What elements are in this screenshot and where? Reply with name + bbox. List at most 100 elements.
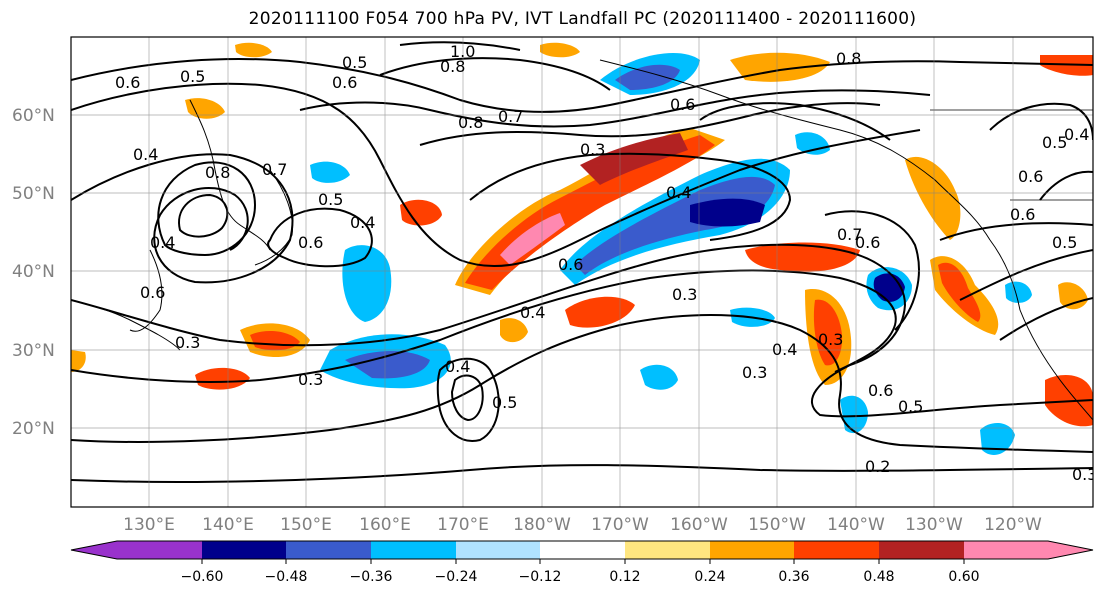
shade-orange-patch-1 [1058,282,1088,310]
lat-label-60n: 60°N [12,106,55,126]
contour-label: 0.7 [837,225,862,244]
shade-central-red-blob [400,199,442,226]
lon-label-130w: 130°W [905,515,963,535]
contour-label: 0.6 [1010,205,1035,224]
contour-label: 0.4 [1064,125,1089,144]
graticule [71,37,1093,507]
contour-line [71,314,1093,453]
contour-label: 0.3 [818,330,843,349]
contour-label: 0.7 [498,107,523,126]
coastlines [71,59,1093,421]
contour-line [71,243,1093,418]
colorbar-tick-label: 0.60 [948,569,979,585]
shade-epac-red [745,242,860,272]
coastline-japan [254,169,294,266]
contour-label: 0.3 [1072,465,1097,484]
lon-label-150e: 150°E [280,515,332,535]
shade-blue-patch-5 [640,364,678,390]
contour-line [71,58,1093,113]
contour-label: 0.4 [666,183,691,202]
contour-label: 0.5 [318,190,343,209]
shade-alaska-orange [905,156,961,240]
contour-label: 0.8 [458,113,483,132]
contour-label: 0.6 [558,255,583,274]
shade-wpac-red-south [195,367,250,390]
contour-line [71,82,921,268]
contour-line [450,374,484,422]
lon-label-160e: 160°E [359,515,411,535]
contour-line [419,102,881,146]
lon-label-120w: 120°W [984,515,1042,535]
colorbar-tick-label: 0.36 [778,569,809,585]
contour-label: 0.2 [865,457,890,476]
contour-label: 0.3 [580,140,605,159]
colorbar-ticks [201,559,965,564]
colorbar-tick-label: −0.60 [181,569,224,585]
colorbar-tick-label: 0.48 [863,569,894,585]
lon-label-130e: 130°E [123,515,175,535]
colorbar-segment [879,541,964,559]
shade-bering-blue-mid [615,64,680,90]
shade-midpac-red [565,296,635,328]
colorbar-segment [964,541,1048,559]
contour-label: 0.3 [742,363,767,382]
contour-line [71,464,1093,483]
contour-label: 0.4 [133,145,158,164]
lon-label-160w: 160°W [670,515,728,535]
contour-labels: 0.6 0.5 0.5 1.0 0.6 0.8 0.7 0.8 0.6 0.4 … [115,42,1097,484]
contour-label: 0.6 [332,73,357,92]
contour-label: 0.5 [342,53,367,72]
contour-label: 0.6 [298,233,323,252]
lon-label-170e: 170°E [437,515,489,535]
contour-label: 0.4 [772,340,797,359]
coastline-china [71,299,181,351]
shade-orange-patch-2 [500,318,528,343]
shade-blue-patch-2 [980,423,1015,455]
map-title: 2020111100 F054 700 hPa PV, IVT Landfall… [248,9,917,29]
contour-label: 0.3 [298,370,323,389]
contour-label: 0.6 [868,381,893,400]
contour-label: 0.7 [262,160,287,179]
contour-label: 0.6 [1018,167,1043,186]
shade-wpac-blue-north [342,245,392,322]
colorbar-segment [625,541,710,559]
shaded-anomaly-field [71,42,1093,455]
contour-line [989,102,1093,141]
lat-label-20n: 20°N [12,419,55,439]
colorbar-segment [202,541,286,559]
shade-epac-red-plume [813,299,843,366]
colorbar-segment [117,541,202,559]
contour-line [178,193,229,238]
contour-label: 0.4 [520,303,545,322]
contour-label: 0.6 [115,73,140,92]
lon-label-140e: 140°E [202,515,254,535]
contour-line [299,89,931,128]
coastline-north-america [989,239,1093,421]
coastline-korea [129,249,163,332]
contour-line [71,269,897,383]
colorbar-segment [794,541,879,559]
contour-label: 0.5 [898,397,923,416]
colorbar-tick-label: −0.48 [265,569,308,585]
contour-line [71,153,294,284]
shade-orange-patch-6 [71,350,86,372]
contour-label: 0.4 [150,233,175,252]
contour-line [699,102,891,141]
contour-label: 0.6 [140,283,165,302]
colorbar-tick-label: 0.12 [609,569,640,585]
colorbar-tick-label: −0.36 [350,569,393,585]
shade-orange-patch-5 [235,42,272,58]
contour-label: 0.5 [1042,133,1067,152]
contour-label: 0.8 [836,49,861,68]
shade-aleutian-darkred [580,133,688,185]
contour-label: 0.3 [672,285,697,304]
shade-coast-red [938,262,981,322]
shade-blue-patch-6 [310,161,350,183]
lon-label-150w: 150°W [748,515,806,535]
shade-aleutian-pink [500,213,565,265]
contour-label: 0.5 [492,393,517,412]
colorbar-segment [71,541,117,559]
lat-label-50n: 50°N [12,184,55,204]
shade-gulf-blue-dark [690,198,765,227]
